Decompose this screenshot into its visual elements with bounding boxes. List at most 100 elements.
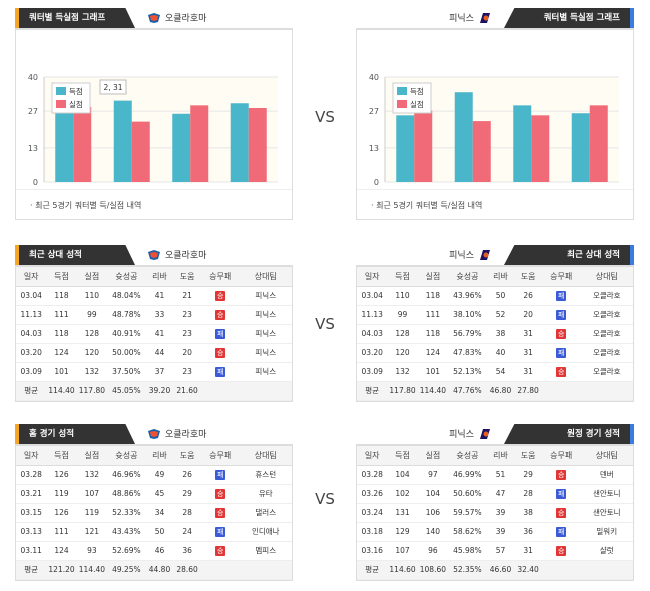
- table-cell: 샌안토니: [580, 503, 633, 523]
- table-cell: 28: [514, 484, 542, 504]
- right-away-panel: 원정 경기 성적 피닉스 일자 득점 실점 슛성공 리바 도움 승무패 상대팀 03.28 104…: [356, 424, 634, 581]
- result-cell: 승: [200, 305, 240, 325]
- result-cell: 패: [200, 362, 240, 382]
- table-row: 03.13 111 121 43.43% 50 24 패 인디애나: [16, 522, 292, 542]
- scored-bar: [513, 105, 532, 182]
- result-badge: 패: [556, 290, 567, 301]
- table-cell: 덴버: [580, 465, 633, 485]
- table-cell: 111: [417, 305, 449, 325]
- header-underline: [15, 444, 293, 446]
- table-cell: 04.03: [16, 324, 47, 344]
- average-cell: 49.25%: [107, 560, 146, 580]
- table-cell: 45.98%: [448, 541, 487, 561]
- average-cell: [541, 560, 581, 580]
- table-cell: 104: [387, 465, 418, 485]
- vs-label: VS: [315, 315, 335, 333]
- stats-table: 일자 득점 실점 슛성공 리바 도움 승무패 상대팀 03.04 118 110 48.04% 41 21…: [16, 267, 292, 401]
- column-header: 도움: [514, 267, 542, 287]
- average-cell: 114.40: [417, 381, 449, 401]
- phx-logo-icon: [480, 249, 490, 260]
- average-cell: 114.40: [46, 381, 77, 401]
- result-cell: 패: [541, 343, 581, 363]
- average-cell: [200, 381, 240, 401]
- table-cell: 오클라호: [580, 324, 633, 344]
- table-cell: 03.26: [357, 484, 388, 504]
- table-cell: 04.03: [357, 324, 388, 344]
- table-cell: 멤피스: [239, 541, 292, 561]
- table-cell: 29: [173, 484, 201, 504]
- table-cell: 36: [173, 541, 201, 561]
- result-badge: 승: [215, 290, 226, 301]
- column-header: 상대팀: [580, 267, 633, 287]
- column-header: 리바: [145, 446, 174, 466]
- table-cell: 140: [417, 522, 449, 542]
- table-row: 03.24 131 106 59.57% 39 38 승 샌안토니: [357, 503, 633, 523]
- result-badge: 승: [215, 545, 226, 556]
- column-header: 득점: [387, 446, 418, 466]
- average-cell: [200, 560, 240, 580]
- column-header: 득점: [387, 267, 418, 287]
- y-tick-label: 27: [28, 107, 38, 116]
- table-cell: 119: [46, 484, 77, 504]
- y-tick-label: 40: [369, 73, 379, 82]
- column-header: 일자: [16, 446, 47, 466]
- result-badge: 승: [556, 328, 567, 339]
- average-row: 평균 117.80 114.40 47.76% 46.80 27.80: [357, 381, 633, 401]
- chart-box: 01327401Q2Q3Q4Q득점실점2, 31 · 최근 5경기 쿼터별 득/…: [15, 30, 293, 220]
- y-tick-label: 0: [33, 178, 38, 187]
- table-cell: 23: [173, 305, 201, 325]
- table-cell: 샬럿: [580, 541, 633, 561]
- table-cell: 03.28: [357, 465, 388, 485]
- team-label: 피닉스: [449, 248, 492, 261]
- table-cell: 오클라호: [580, 305, 633, 325]
- allowed-bar: [589, 105, 608, 182]
- table-cell: 47.83%: [448, 343, 487, 363]
- table-cell: 23: [173, 362, 201, 382]
- allowed-bar: [472, 121, 491, 182]
- table-cell: 31: [514, 541, 542, 561]
- table-cell: 03.11: [16, 541, 47, 561]
- result-cell: 승: [200, 484, 240, 504]
- table-cell: 오클라호: [580, 286, 633, 306]
- table-cell: 03.04: [357, 286, 388, 306]
- average-cell: 52.35%: [448, 560, 487, 580]
- y-tick-label: 13: [369, 144, 379, 153]
- legend-swatch: [397, 100, 407, 108]
- panel-title: 쿼터별 득실점 그래프: [15, 8, 135, 28]
- table-cell: 03.16: [357, 541, 388, 561]
- legend-label: 득점: [410, 86, 424, 96]
- average-cell: 평균: [357, 560, 388, 580]
- result-cell: 패: [541, 484, 581, 504]
- column-header: 슛성공: [107, 446, 146, 466]
- table-cell: 40: [486, 343, 515, 363]
- table-cell: 96: [417, 541, 449, 561]
- result-cell: 승: [200, 343, 240, 363]
- table-cell: 20: [173, 343, 201, 363]
- table-cell: 57: [486, 541, 515, 561]
- table-cell: 40.91%: [107, 324, 146, 344]
- table-cell: 20: [514, 305, 542, 325]
- table-cell: 124: [46, 541, 77, 561]
- table-cell: 110: [387, 286, 418, 306]
- table-cell: 38: [486, 324, 515, 344]
- table-cell: 28: [173, 503, 201, 523]
- table-cell: 23: [173, 324, 201, 344]
- table-cell: 50: [486, 286, 515, 306]
- table-cell: 58.62%: [448, 522, 487, 542]
- team-label: 오클라호마: [147, 427, 206, 440]
- legend-swatch: [56, 100, 66, 108]
- table-cell: 97: [417, 465, 449, 485]
- average-cell: 39.20: [145, 381, 174, 401]
- table-cell: 101: [417, 362, 449, 382]
- panel-header: 쿼터별 득실점 그래프 오클라호마: [15, 8, 293, 30]
- table-cell: 126: [46, 503, 77, 523]
- table-cell: 49: [145, 465, 174, 485]
- table-cell: 오클라호: [580, 362, 633, 382]
- average-cell: [580, 560, 633, 580]
- vs-label: VS: [315, 490, 335, 508]
- table-cell: 56.79%: [448, 324, 487, 344]
- table-cell: 131: [387, 503, 418, 523]
- table-cell: 41: [145, 286, 174, 306]
- quarter-bar-chart: 01327401Q2Q3Q4Q득점실점: [369, 73, 619, 190]
- table-cell: 118: [417, 286, 449, 306]
